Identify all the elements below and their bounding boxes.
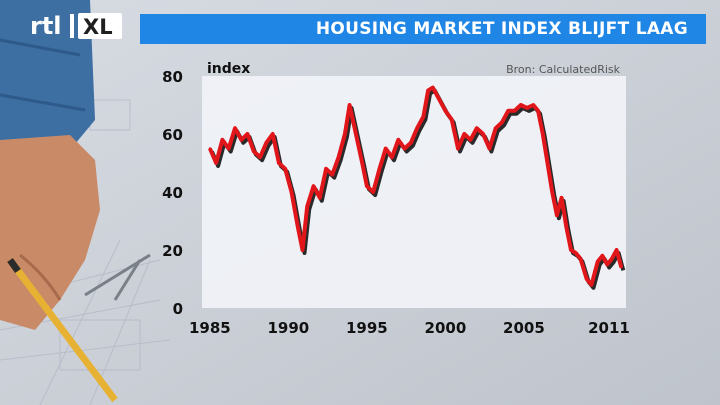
x-tick-label: 2011 bbox=[588, 319, 630, 337]
data-point bbox=[507, 109, 510, 113]
data-point bbox=[606, 263, 609, 266]
headline-text: HOUSING MARKET INDEX BLIJFT LAAG bbox=[315, 19, 688, 39]
data-point bbox=[240, 138, 243, 141]
data-point bbox=[494, 127, 497, 130]
data-point bbox=[444, 109, 447, 113]
data-point bbox=[252, 150, 255, 153]
data-point bbox=[555, 214, 559, 217]
data-point bbox=[437, 98, 441, 101]
data-point bbox=[227, 147, 230, 150]
data-point bbox=[214, 161, 218, 165]
data-point bbox=[258, 156, 262, 159]
data-point bbox=[475, 127, 478, 130]
data-point bbox=[337, 156, 340, 159]
data-point bbox=[277, 161, 281, 165]
x-tick-label: 1990 bbox=[267, 319, 309, 337]
data-point bbox=[265, 141, 268, 144]
x-axis-ticks: 1985 1990 1995 2000 2005 2011 bbox=[189, 319, 630, 337]
series-line bbox=[208, 85, 624, 287]
data-point bbox=[519, 103, 522, 107]
pencil bbox=[7, 257, 118, 403]
data-point bbox=[354, 132, 358, 136]
y-tick-label: 60 bbox=[162, 126, 183, 144]
data-point bbox=[469, 138, 472, 141]
x-tick-label: 1995 bbox=[346, 319, 388, 337]
data-point bbox=[271, 132, 274, 136]
data-point bbox=[536, 109, 540, 113]
data-point bbox=[615, 248, 618, 252]
data-point bbox=[378, 167, 381, 170]
data-point bbox=[221, 138, 224, 141]
data-point bbox=[372, 190, 375, 194]
data-point bbox=[551, 190, 554, 194]
y-tick-label: 40 bbox=[162, 184, 183, 202]
y-tick-label: 0 bbox=[173, 300, 183, 318]
plot-area bbox=[202, 76, 626, 308]
data-point bbox=[403, 147, 406, 150]
data-point bbox=[361, 161, 364, 165]
compass bbox=[84, 253, 151, 301]
data-point bbox=[574, 251, 577, 255]
y-axis-ticks: 0 20 40 60 80 bbox=[162, 68, 183, 318]
data-point bbox=[585, 277, 588, 281]
data-point bbox=[569, 248, 573, 252]
data-point bbox=[525, 106, 529, 110]
series-group bbox=[208, 85, 626, 290]
data-point bbox=[208, 147, 212, 150]
data-point bbox=[488, 147, 491, 150]
data-point bbox=[246, 132, 249, 136]
data-point bbox=[318, 196, 321, 199]
x-tick-label: 1985 bbox=[189, 319, 231, 337]
data-point bbox=[560, 196, 563, 199]
data-point bbox=[450, 118, 453, 121]
data-point bbox=[306, 205, 309, 208]
data-point bbox=[397, 138, 400, 141]
source-label: Bron: CalculatedRisk bbox=[506, 63, 621, 76]
data-point bbox=[284, 167, 287, 170]
y-tick-label: 80 bbox=[162, 68, 183, 86]
data-point bbox=[579, 257, 582, 260]
headline-bar: HOUSING MARKET INDEX BLIJFT LAAG bbox=[140, 14, 706, 44]
data-point bbox=[324, 167, 328, 170]
data-point bbox=[312, 185, 315, 188]
data-point bbox=[348, 103, 351, 107]
data-point bbox=[331, 173, 334, 176]
data-point bbox=[431, 86, 434, 89]
data-point bbox=[610, 257, 614, 260]
data-point bbox=[422, 115, 425, 118]
data-point bbox=[590, 283, 593, 286]
data-point bbox=[290, 190, 293, 194]
data-point bbox=[456, 147, 460, 150]
data-point bbox=[415, 127, 419, 130]
data-point bbox=[365, 185, 369, 188]
data-point bbox=[390, 156, 394, 159]
data-point bbox=[596, 260, 599, 263]
data-point bbox=[384, 147, 387, 150]
x-tick-label: 2005 bbox=[503, 319, 545, 337]
data-point bbox=[500, 121, 504, 124]
data-point bbox=[541, 132, 544, 136]
data-point bbox=[513, 109, 516, 113]
data-point bbox=[463, 132, 466, 136]
data-point bbox=[296, 225, 299, 228]
y-axis-label: index bbox=[207, 61, 250, 77]
rtl-xl-logo: rtl XL bbox=[30, 12, 122, 40]
data-point bbox=[620, 266, 623, 269]
data-point bbox=[409, 141, 413, 144]
data-point bbox=[301, 248, 304, 252]
data-point bbox=[426, 89, 430, 92]
x-tick-label: 2000 bbox=[425, 319, 467, 337]
data-point bbox=[343, 132, 347, 136]
data-point bbox=[233, 127, 237, 130]
data-point bbox=[546, 161, 549, 165]
data-point bbox=[565, 225, 568, 228]
y-tick-label: 20 bbox=[162, 242, 183, 260]
svg-text:rtl: rtl bbox=[30, 12, 62, 40]
svg-text:XL: XL bbox=[83, 15, 113, 39]
data-point bbox=[481, 132, 485, 136]
data-point bbox=[532, 103, 535, 107]
data-point bbox=[601, 254, 604, 257]
